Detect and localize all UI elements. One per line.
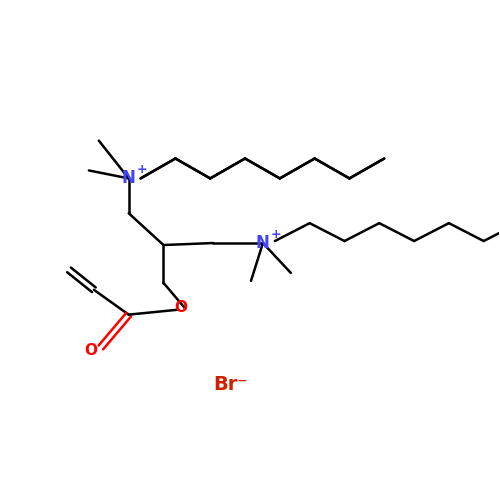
Text: N: N xyxy=(122,170,136,188)
Text: O: O xyxy=(84,343,98,358)
Text: O: O xyxy=(174,300,187,315)
Text: Br⁻: Br⁻ xyxy=(213,375,248,394)
Text: N: N xyxy=(256,234,270,252)
Text: +: + xyxy=(136,163,147,176)
Text: +: + xyxy=(270,228,281,240)
